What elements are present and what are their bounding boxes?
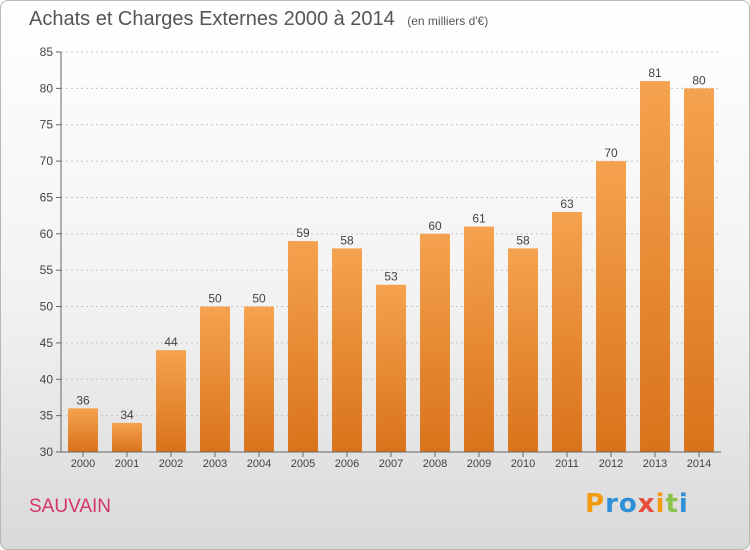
y-axis-ticks: 30 35 40 45 50 55 60 65 70 75 80 85 [40, 45, 61, 459]
x-tick-label: 2001 [115, 458, 139, 470]
bar-value-label: 44 [164, 335, 178, 349]
logo-letter: r [605, 489, 619, 519]
logo-letter: i [655, 489, 666, 519]
proxiti-logo: Proxiti [585, 489, 689, 519]
bar-value-label: 61 [472, 212, 486, 226]
commune-name: SAUVAIN [29, 496, 112, 517]
x-tick-label: 2013 [643, 458, 667, 470]
logo-letter: P [585, 489, 606, 519]
y-tick-label: 60 [40, 227, 54, 241]
bar [684, 88, 714, 452]
bar-value-label: 36 [76, 393, 90, 407]
x-tick-label: 2012 [599, 458, 623, 470]
x-tick-label: 2006 [335, 458, 359, 470]
bar [508, 248, 538, 452]
bar-value-label: 53 [384, 270, 398, 284]
x-tick-label: 2014 [687, 458, 711, 470]
x-tick-label: 2003 [203, 458, 227, 470]
chart-subtitle: (en milliers d'€) [407, 14, 489, 28]
bar [288, 241, 318, 452]
bar [200, 306, 230, 452]
bar-value-label: 70 [604, 146, 618, 160]
bar-value-label: 63 [560, 197, 574, 211]
x-tick-label: 2005 [291, 458, 315, 470]
x-axis-ticks: 2000 2001 2002 2003 2004 2005 2006 2007 2008 2009… [71, 452, 711, 470]
bars [68, 81, 714, 452]
logo-letter: t [665, 489, 679, 519]
bar [464, 226, 494, 452]
x-tick-label: 2000 [71, 458, 95, 470]
y-tick-label: 80 [40, 81, 54, 95]
bar-value-label: 34 [120, 408, 134, 422]
bar-value-label: 81 [648, 66, 662, 80]
bar [68, 408, 98, 452]
y-tick-label: 50 [40, 300, 54, 314]
x-tick-label: 2002 [159, 458, 183, 470]
bar-value-label: 50 [252, 292, 266, 306]
x-tick-label: 2011 [555, 458, 579, 470]
bar [376, 284, 406, 452]
bar-value-label: 50 [208, 292, 222, 306]
bar-value-label: 58 [340, 233, 354, 247]
bar-value-label: 58 [516, 233, 530, 247]
bar [596, 161, 626, 452]
x-tick-label: 2008 [423, 458, 447, 470]
bar [112, 422, 142, 452]
x-tick-label: 2004 [247, 458, 271, 470]
y-tick-label: 45 [40, 336, 54, 350]
y-tick-label: 35 [40, 409, 54, 423]
logo-letter: x [637, 489, 656, 519]
bar-value-label: 60 [428, 219, 442, 233]
data-labels: 36 34 44 50 50 59 58 53 60 61 58 63 70 81 80 [76, 66, 706, 422]
x-tick-label: 2010 [511, 458, 535, 470]
y-tick-label: 65 [40, 190, 54, 204]
logo-letter: o [618, 489, 638, 519]
bar-value-label: 80 [692, 73, 706, 87]
bar [640, 81, 670, 452]
y-tick-label: 70 [40, 154, 54, 168]
x-tick-label: 2007 [379, 458, 403, 470]
y-tick-label: 55 [40, 263, 54, 277]
bar-value-label: 59 [296, 226, 310, 240]
bar [552, 212, 582, 452]
logo-letter: i [678, 489, 689, 519]
x-tick-label: 2009 [467, 458, 491, 470]
bar [244, 306, 274, 452]
y-tick-label: 85 [40, 45, 54, 59]
bar [332, 248, 362, 452]
y-tick-label: 40 [40, 372, 54, 386]
chart-title: Achats et Charges Externes 2000 à 2014 (… [29, 8, 488, 31]
y-tick-label: 30 [40, 445, 54, 459]
bar [156, 350, 186, 452]
chart-title-text: Achats et Charges Externes 2000 à 2014 [29, 8, 395, 30]
bar [420, 233, 450, 452]
y-tick-label: 75 [40, 118, 54, 132]
